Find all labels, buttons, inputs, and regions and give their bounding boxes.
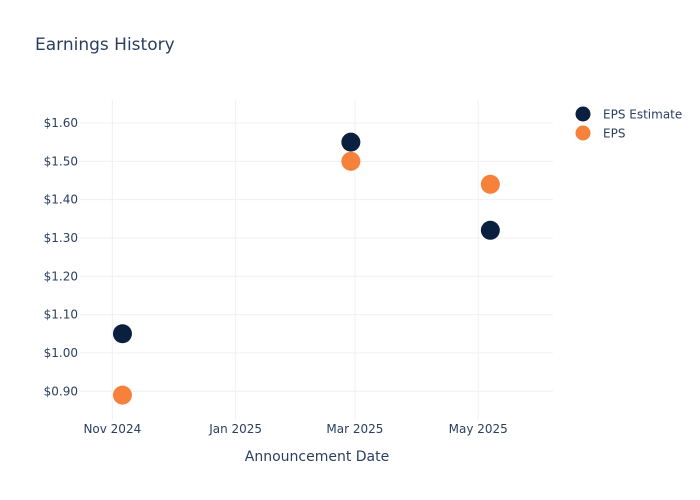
y-tick-label: $1.20 [44, 269, 78, 283]
x-tick-label: Jan 2025 [208, 422, 262, 436]
chart-title: Earnings History [35, 35, 175, 55]
y-tick-label: $1.60 [44, 116, 78, 130]
x-tick-labels: Nov 2024 Jan 2025 Mar 2025 May 2025 [83, 422, 507, 436]
x-tick-label: May 2025 [449, 422, 508, 436]
x-tick-label: Mar 2025 [326, 422, 383, 436]
eps-estimate-point[interactable] [341, 132, 361, 152]
data-points [112, 132, 500, 405]
legend-marker [575, 125, 591, 141]
y-tick-label: $0.90 [44, 384, 78, 398]
y-tick-label: $1.40 [44, 193, 78, 207]
legend-label: EPS [603, 127, 625, 141]
y-tick-label: $1.10 [44, 308, 78, 322]
eps-point[interactable] [480, 174, 500, 194]
legend-item[interactable]: EPS [575, 125, 626, 141]
y-tick-labels: $0.90 $1.00 $1.10 $1.20 $1.30 $1.40 $1.50 $1.60 [44, 116, 78, 398]
y-tick-label: $1.30 [44, 231, 78, 245]
legend-marker [575, 106, 591, 122]
eps-point[interactable] [341, 151, 361, 171]
y-tick-label: $1.00 [44, 346, 78, 360]
y-tick-label: $1.50 [44, 154, 78, 168]
legend[interactable]: EPS Estimate EPS [575, 106, 683, 141]
x-tick-label: Nov 2024 [83, 422, 141, 436]
eps-point[interactable] [112, 385, 132, 405]
legend-label: EPS Estimate [603, 108, 682, 122]
x-axis-title: Announcement Date [245, 449, 389, 465]
legend-item[interactable]: EPS Estimate [575, 106, 683, 122]
grid-layer [80, 100, 553, 420]
eps-estimate-point[interactable] [480, 220, 500, 240]
eps-estimate-point[interactable] [112, 324, 132, 344]
